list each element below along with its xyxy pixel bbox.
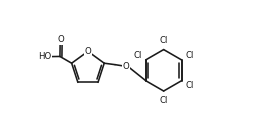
Text: Cl: Cl [186,51,194,60]
Text: Cl: Cl [186,81,194,90]
Text: Cl: Cl [159,96,168,105]
Text: HO: HO [39,52,52,61]
Text: O: O [58,35,65,44]
Text: O: O [85,47,91,56]
Text: Cl: Cl [159,36,168,45]
Text: O: O [123,62,129,71]
Text: Cl: Cl [133,51,142,60]
